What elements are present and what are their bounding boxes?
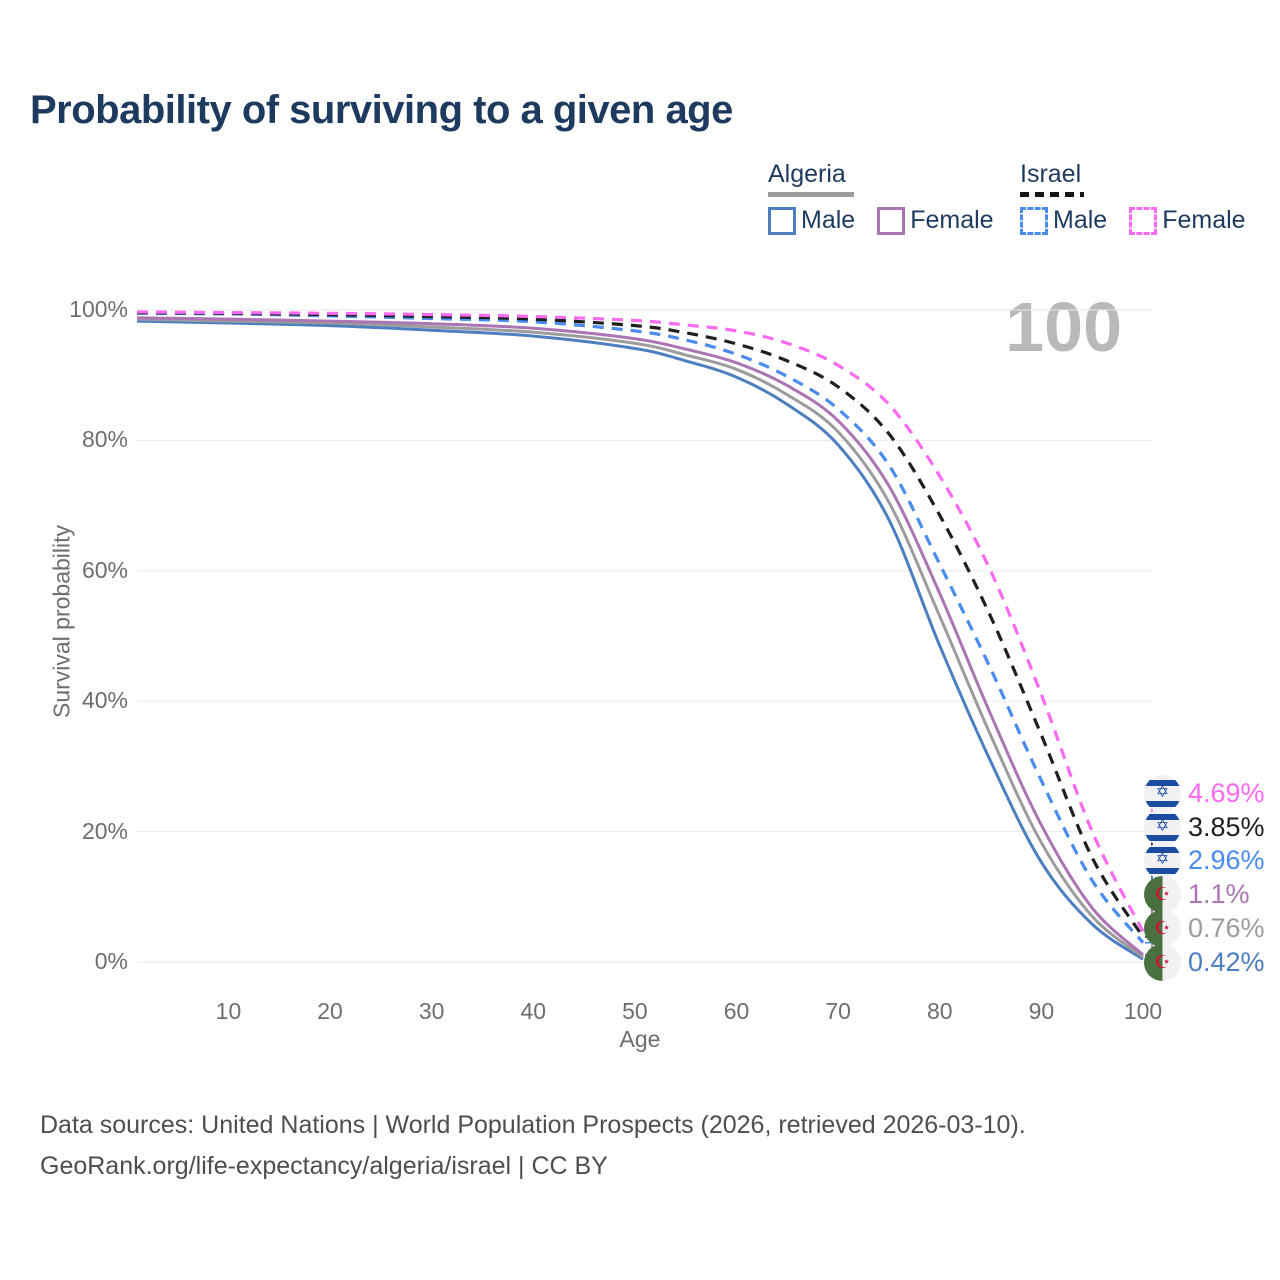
end-value: 0.42% xyxy=(1188,946,1265,977)
algeria-flag-icon: ☪ xyxy=(1144,875,1181,913)
x-tick-label: 60 xyxy=(723,998,750,1024)
end-value: 1.1% xyxy=(1188,878,1250,909)
end-label-israel-male: ✡ 2.96% xyxy=(1144,841,1265,879)
algeria-flag-icon: ☪ xyxy=(1144,909,1181,947)
israel-flag-icon: ✡ xyxy=(1144,774,1181,812)
y-tick-label: 20% xyxy=(81,817,128,844)
x-tick-label: 70 xyxy=(825,998,851,1024)
israel-male-swatch-icon xyxy=(1020,206,1048,235)
israel-flag-icon: ✡ xyxy=(1144,841,1181,879)
x-tick-label: 20 xyxy=(317,998,343,1024)
curve-israel-male xyxy=(136,311,1145,944)
y-tick-label: 40% xyxy=(81,687,128,714)
end-value: 2.96% xyxy=(1188,844,1265,875)
legend-label-israel-female: Female xyxy=(1162,206,1246,234)
israel-total-line-swatch xyxy=(1020,192,1084,197)
end-value: 4.69% xyxy=(1188,777,1265,808)
footer-attribution: GeoRank.org/life-expectancy/algeria/isra… xyxy=(40,1151,608,1180)
legend-group-algeria: Algeria Male Female xyxy=(768,160,994,235)
end-label-israel-female: ✡ 4.69% xyxy=(1144,774,1265,812)
curve-israel-both-sexes xyxy=(136,311,1145,938)
end-value: 0.76% xyxy=(1188,912,1265,943)
end-label-algeria-female: ☪ 1.1% xyxy=(1144,875,1250,913)
end-label-algeria-total: ☪ 0.76% xyxy=(1144,909,1265,947)
end-label-israel-total: ✡ 3.85% xyxy=(1144,808,1265,846)
legend-item-algeria-male[interactable]: Male xyxy=(768,206,855,235)
legend-country-israel[interactable]: Israel xyxy=(1020,160,1082,188)
y-tick-label: 60% xyxy=(81,556,128,583)
legend-country-algeria[interactable]: Algeria xyxy=(768,160,846,188)
legend-item-israel-male[interactable]: Male xyxy=(1020,206,1107,235)
curve-algeria-both-sexes xyxy=(136,317,1144,959)
page-title: Probability of surviving to a given age xyxy=(30,88,733,132)
x-tick-label: 50 xyxy=(622,998,648,1024)
x-tick-label: 10 xyxy=(215,998,242,1024)
y-tick-label: 0% xyxy=(94,948,128,974)
x-tick-label: 80 xyxy=(926,998,953,1024)
legend-group-israel: Israel Male Female xyxy=(1020,160,1246,235)
legend-label-israel-male: Male xyxy=(1053,206,1108,234)
end-label-algeria-male: ☪ 0.42% xyxy=(1144,943,1265,981)
x-tick-label: 40 xyxy=(520,998,547,1024)
y-tick-label: 80% xyxy=(81,426,128,453)
x-tick-label: 30 xyxy=(418,998,445,1024)
x-tick-label: 90 xyxy=(1028,998,1055,1024)
algeria-female-swatch-icon xyxy=(877,206,906,235)
curve-algeria-female xyxy=(136,316,1145,956)
israel-flag-icon: ✡ xyxy=(1144,808,1181,846)
legend-label-algeria-male: Male xyxy=(801,206,856,234)
x-axis-title: Age xyxy=(619,1026,661,1052)
algeria-male-swatch-icon xyxy=(768,206,796,235)
hover-age-watermark: 100 xyxy=(1005,288,1122,366)
algeria-total-line-swatch xyxy=(768,192,854,197)
israel-female-swatch-icon xyxy=(1129,206,1158,235)
footer: Data sources: United Nations | World Pop… xyxy=(40,1105,1026,1186)
end-value: 3.85% xyxy=(1188,811,1265,842)
legend-item-algeria-female[interactable]: Female xyxy=(877,206,994,235)
x-tick-label: 100 xyxy=(1123,998,1163,1024)
legend-label-algeria-female: Female xyxy=(910,206,994,234)
algeria-flag-icon: ☪ xyxy=(1144,943,1181,981)
curve-algeria-male xyxy=(136,319,1144,961)
legend-item-israel-female[interactable]: Female xyxy=(1129,206,1246,235)
footer-data-sources: Data sources: United Nations | World Pop… xyxy=(40,1111,1026,1139)
curve-israel-female xyxy=(136,310,1145,933)
y-tick-label: 100% xyxy=(69,296,128,322)
